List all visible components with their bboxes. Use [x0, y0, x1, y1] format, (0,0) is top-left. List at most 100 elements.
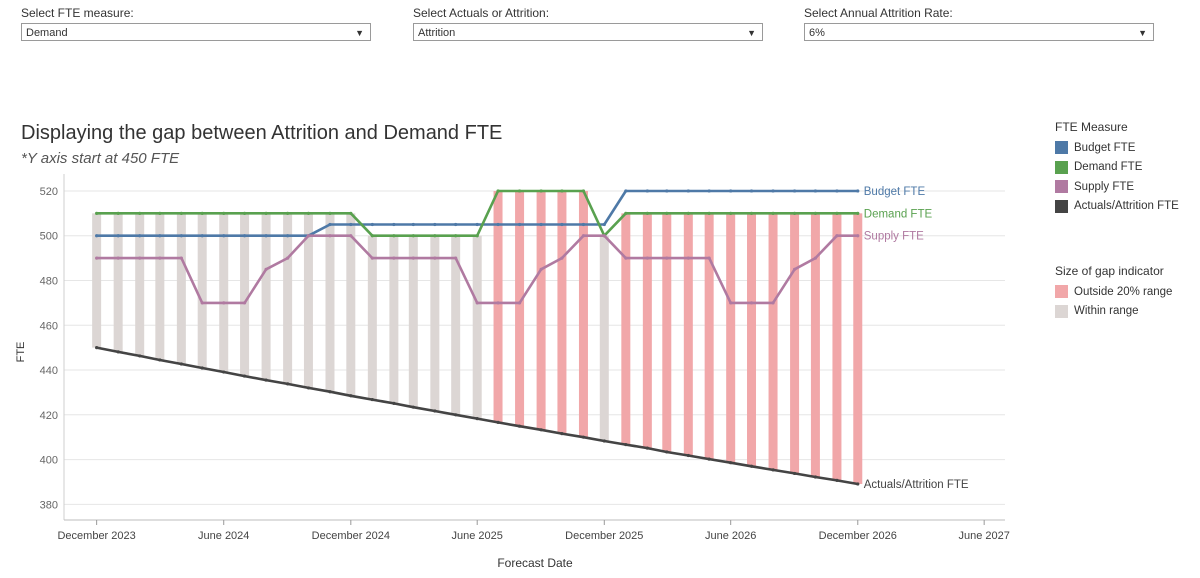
supply-fte-point[interactable] — [116, 256, 120, 260]
demand-fte-point[interactable] — [370, 234, 374, 238]
actuals-attrition-fte-point[interactable] — [729, 461, 733, 465]
fte-gap-chart[interactable]: 380 400 420 440 460 480 500 520 December 2023 Jun… — [0, 0, 1050, 578]
gap-bar-outside-range[interactable] — [832, 213, 842, 481]
gap-bar-within-range[interactable] — [303, 213, 313, 388]
supply-fte-point[interactable] — [179, 256, 183, 260]
gap-bar-outside-range[interactable] — [810, 213, 820, 478]
dropdown-arrow-icon[interactable]: ▼ — [1138, 28, 1147, 38]
budget-fte-point[interactable] — [496, 222, 500, 227]
budget-fte-point[interactable] — [242, 234, 247, 238]
supply-fte-point[interactable] — [645, 256, 649, 260]
supply-fte-point[interactable] — [158, 256, 162, 260]
demand-fte-point[interactable] — [306, 211, 311, 215]
demand-fte-point[interactable] — [835, 211, 839, 215]
budget-fte-point[interactable] — [707, 189, 711, 193]
actuals-attrition-fte-point[interactable] — [264, 378, 268, 382]
gap-bar-outside-range[interactable] — [683, 213, 693, 456]
gap-bar-within-range[interactable] — [408, 235, 418, 408]
actuals-attrition-fte-point[interactable] — [328, 390, 332, 394]
gap-bar-within-range[interactable] — [113, 213, 123, 352]
gap-bar-outside-range[interactable] — [662, 213, 672, 452]
gap-bar-within-range[interactable] — [197, 213, 207, 369]
actuals-attrition-fte-point[interactable] — [392, 401, 396, 405]
supply-fte-point[interactable] — [624, 256, 628, 260]
actuals-attrition-fte-point[interactable] — [475, 417, 479, 421]
supply-fte-point[interactable] — [602, 234, 606, 238]
demand-fte-point[interactable] — [116, 211, 120, 215]
budget-fte-point[interactable] — [517, 222, 522, 227]
budget-fte-point[interactable] — [686, 189, 690, 193]
gap-bar-outside-range[interactable] — [790, 213, 800, 474]
supply-fte-point[interactable] — [686, 256, 690, 260]
legend-item-demand[interactable]: Demand FTE — [1055, 158, 1179, 178]
demand-fte-point[interactable] — [707, 211, 711, 215]
gap-bar-outside-range[interactable] — [768, 213, 778, 470]
supply-fte-point[interactable] — [771, 301, 775, 305]
budget-fte-point[interactable] — [411, 222, 415, 227]
actuals-attrition-fte-point[interactable] — [95, 346, 99, 350]
gap-bar-outside-range[interactable] — [536, 190, 546, 430]
legend-item-within-range[interactable]: Within range — [1055, 302, 1172, 322]
budget-fte-point[interactable] — [433, 222, 437, 227]
budget-fte-point[interactable] — [581, 222, 586, 227]
actuals-attrition-fte-point[interactable] — [581, 435, 586, 439]
supply-fte-point[interactable] — [749, 301, 754, 305]
gap-bar-outside-range[interactable] — [704, 213, 714, 460]
gap-bar-within-range[interactable] — [430, 235, 440, 411]
budget-fte-point[interactable] — [475, 222, 479, 227]
supply-fte-point[interactable] — [306, 234, 311, 238]
supply-fte-point[interactable] — [496, 301, 500, 305]
budget-fte-point[interactable] — [264, 234, 268, 238]
demand-fte-point[interactable] — [286, 211, 290, 215]
budget-fte-point[interactable] — [349, 222, 353, 227]
actuals-attrition-fte-point[interactable] — [179, 362, 183, 366]
actuals-attrition-fte-point[interactable] — [158, 358, 162, 362]
supply-fte-point[interactable] — [707, 256, 711, 260]
dropdown-arrow-icon[interactable]: ▼ — [355, 28, 364, 38]
actuals-attrition-fte-point[interactable] — [517, 424, 522, 428]
gap-bar-outside-range[interactable] — [747, 213, 757, 467]
actuals-attrition-fte-point[interactable] — [242, 374, 247, 378]
supply-fte-point[interactable] — [813, 256, 818, 260]
budget-fte-point[interactable] — [665, 189, 669, 193]
demand-fte-point[interactable] — [517, 189, 522, 193]
actuals-attrition-fte-point[interactable] — [624, 442, 628, 447]
demand-fte-point[interactable] — [645, 211, 649, 215]
actuals-attrition-fte-point[interactable] — [560, 431, 564, 436]
gap-bar-within-range[interactable] — [135, 213, 145, 356]
demand-fte-point[interactable] — [665, 211, 669, 215]
actuals-attrition-fte-point[interactable] — [771, 468, 775, 472]
gap-bar-within-range[interactable] — [346, 213, 356, 396]
budget-fte-point[interactable] — [771, 189, 775, 193]
gap-bar-within-range[interactable] — [92, 213, 102, 348]
supply-fte-point[interactable] — [264, 267, 268, 271]
actuals-attrition-fte-point[interactable] — [349, 394, 353, 398]
gap-bar-outside-range[interactable] — [642, 213, 652, 449]
budget-fte-point[interactable] — [95, 234, 99, 238]
supply-fte-point[interactable] — [242, 301, 247, 305]
demand-fte-point[interactable] — [581, 189, 586, 193]
budget-fte-point[interactable] — [158, 234, 162, 238]
supply-fte-point[interactable] — [349, 234, 353, 238]
budget-fte-point[interactable] — [856, 189, 860, 193]
supply-fte-point[interactable] — [665, 256, 669, 260]
budget-fte-point[interactable] — [560, 222, 564, 227]
budget-fte-point[interactable] — [749, 189, 754, 193]
gap-bar-within-range[interactable] — [176, 213, 186, 364]
actuals-attrition-fte-point[interactable] — [686, 453, 690, 458]
legend-item-supply[interactable]: Supply FTE — [1055, 177, 1179, 197]
demand-fte-point[interactable] — [411, 234, 415, 238]
demand-fte-line[interactable] — [96, 189, 858, 237]
demand-fte-point[interactable] — [792, 211, 797, 215]
gap-bar-within-range[interactable] — [451, 235, 461, 415]
actuals-attrition-fte-point[interactable] — [835, 478, 839, 482]
actuals-attrition-fte-point[interactable] — [813, 475, 818, 479]
supply-fte-point[interactable] — [729, 301, 733, 305]
gap-bar-outside-range[interactable] — [515, 190, 525, 427]
demand-fte-point[interactable] — [729, 211, 733, 215]
demand-fte-point[interactable] — [138, 211, 142, 215]
demand-fte-point[interactable] — [749, 211, 754, 215]
actuals-attrition-fte-point[interactable] — [116, 350, 120, 354]
budget-fte-point[interactable] — [792, 189, 797, 193]
gap-bar-within-range[interactable] — [367, 235, 377, 400]
